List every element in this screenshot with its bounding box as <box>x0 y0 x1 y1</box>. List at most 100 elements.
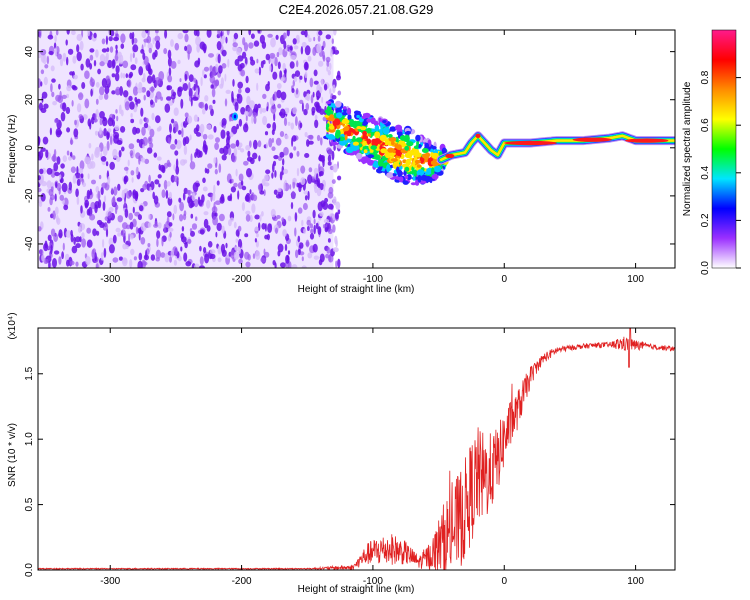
ridge-blob <box>416 164 422 168</box>
noise-speckle <box>256 58 259 64</box>
ridge-blob <box>404 175 409 180</box>
ridge-blob <box>380 148 388 154</box>
ridge-blob <box>397 127 402 132</box>
noise-speckle <box>251 115 254 124</box>
noise-speckle <box>310 94 314 104</box>
noise-speckle <box>103 128 107 137</box>
ridge-core <box>475 133 481 138</box>
noise-speckle <box>325 34 331 40</box>
noise-speckle <box>329 88 332 95</box>
noise-speckle <box>212 215 219 226</box>
noise-speckle <box>230 186 236 193</box>
noise-speckle <box>275 227 278 234</box>
noise-speckle <box>275 34 279 40</box>
noise-speckle <box>112 119 115 127</box>
noise-speckle <box>61 251 64 260</box>
noise-speckle <box>279 171 283 181</box>
noise-speckle <box>51 91 55 98</box>
noise-speckle <box>132 52 135 59</box>
noise-speckle <box>130 113 133 118</box>
noise-speckle <box>137 260 143 268</box>
noise-speckle <box>99 86 105 96</box>
ridge-blob <box>367 154 375 159</box>
noise-speckle <box>203 211 209 216</box>
ridge-blob <box>417 174 422 183</box>
noise-speckle <box>120 72 123 79</box>
noise-speckle <box>95 186 100 193</box>
noise-speckle <box>261 223 266 230</box>
noise-speckle <box>296 150 300 157</box>
noise-speckle <box>210 108 214 117</box>
noise-speckle <box>312 209 316 219</box>
noise-speckle <box>114 206 118 215</box>
noise-speckle <box>337 209 341 215</box>
noise-speckle <box>49 197 53 206</box>
noise-speckle <box>244 194 250 202</box>
noise-speckle <box>180 98 184 109</box>
noise-speckle <box>146 35 152 44</box>
noise-speckle <box>297 207 303 214</box>
x-tick-label: 100 <box>627 576 644 587</box>
ridge-blob <box>414 159 421 164</box>
noise-speckle <box>217 257 222 263</box>
noise-speckle <box>154 35 161 43</box>
noise-speckle <box>87 173 90 180</box>
noise-speckle <box>310 228 314 234</box>
noise-speckle <box>101 78 107 88</box>
colorbar-ticks: 0.0 0.2 0.4 0.6 0.8 <box>700 70 741 275</box>
noise-speckle <box>143 122 149 129</box>
noise-speckle <box>330 48 333 57</box>
noise-speckle <box>204 103 208 111</box>
noise-speckle <box>125 73 128 78</box>
noise-speckle <box>221 35 226 41</box>
ridge-blob <box>396 131 403 136</box>
noise-speckle <box>58 229 63 239</box>
noise-speckle <box>166 159 171 167</box>
noise-speckle <box>266 106 269 112</box>
noise-speckle <box>216 222 222 232</box>
ridge-blob <box>352 144 360 151</box>
noise-speckle <box>318 163 321 172</box>
noise-speckle <box>164 252 170 263</box>
noise-speckle <box>221 118 227 126</box>
noise-speckle <box>285 254 290 264</box>
noise-speckle <box>128 143 135 150</box>
noise-speckle <box>141 261 148 266</box>
noise-speckle <box>300 177 306 186</box>
noise-speckle <box>89 48 95 53</box>
noise-speckle <box>215 79 220 87</box>
noise-speckle <box>187 115 193 124</box>
noise-speckle <box>86 239 93 248</box>
noise-speckle <box>132 126 138 135</box>
noise-speckle <box>40 49 47 56</box>
noise-speckle <box>335 201 341 210</box>
noise-speckle <box>179 78 182 83</box>
noise-speckle <box>272 71 278 80</box>
noise-speckle <box>337 175 342 181</box>
noise-speckle <box>70 137 73 145</box>
noise-speckle <box>80 63 84 71</box>
noise-speckle <box>84 98 90 109</box>
noise-speckle <box>177 87 182 97</box>
noise-speckle <box>61 94 67 99</box>
noise-speckle <box>213 201 216 212</box>
noise-speckle <box>155 115 161 124</box>
noise-speckle <box>291 88 295 94</box>
noise-speckle <box>185 261 192 267</box>
noise-speckle <box>100 186 104 196</box>
noise-speckle <box>79 223 86 231</box>
noise-speckle <box>129 221 134 230</box>
noise-speckle <box>160 96 164 101</box>
noise-speckle <box>182 192 186 201</box>
noise-speckle <box>252 112 257 118</box>
noise-speckle <box>202 186 208 192</box>
noise-speckle <box>253 115 257 125</box>
noise-speckle <box>301 219 304 227</box>
noise-speckle <box>306 139 310 147</box>
noise-speckle <box>299 122 303 129</box>
ridge-blob <box>361 157 366 165</box>
noise-speckle <box>74 172 81 179</box>
noise-speckle <box>61 102 67 112</box>
noise-speckle <box>186 44 192 55</box>
snr-frame <box>37 327 676 571</box>
